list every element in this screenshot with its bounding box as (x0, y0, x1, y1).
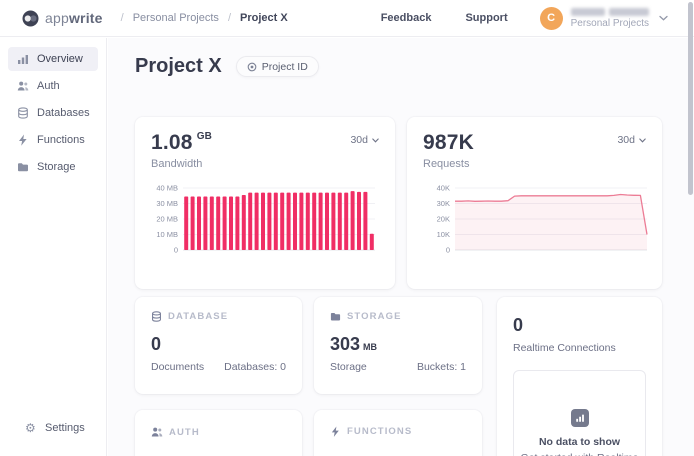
sidebar-item-storage[interactable]: Storage (8, 155, 98, 179)
requests-value: 987K (423, 131, 475, 154)
sidebar-item-auth[interactable]: Auth (8, 74, 98, 98)
appwrite-logo-icon (22, 10, 39, 26)
lightning-icon (330, 426, 341, 437)
breadcrumb-project-x[interactable]: Project X (240, 12, 288, 24)
bandwidth-label: Bandwidth (151, 158, 203, 170)
no-data-text: No data to show (538, 436, 621, 448)
realtime-connections-count: 0 (513, 315, 524, 335)
svg-text:0: 0 (446, 246, 450, 255)
storage-value: 303 (330, 334, 361, 354)
user-menu[interactable]: C Personal Projects (539, 6, 668, 30)
svg-text:40K: 40K (437, 184, 450, 193)
storage-unit: MB (363, 342, 378, 352)
svg-text:0: 0 (174, 246, 178, 255)
appwrite-logo-text: appwrite (45, 10, 103, 26)
realtime-card: 0 Realtime Connections No data to show G… (497, 297, 662, 456)
requests-label: Requests (423, 158, 470, 170)
databases-count-label: Databases: 0 (224, 361, 286, 373)
sidebar-item-label: Settings (45, 422, 85, 434)
documents-label: Documents (151, 361, 205, 373)
svg-text:10 MB: 10 MB (156, 230, 178, 239)
database-icon (17, 107, 29, 119)
appwrite-logo[interactable]: appwrite (22, 10, 103, 27)
bandwidth-unit: GB (196, 131, 213, 142)
realtime-empty-state: No data to show Get started with Realtim… (513, 370, 646, 456)
avatar: C (539, 6, 563, 30)
bandwidth-bar-chart: 0 10 MB 20 MB 30 MB 40 MB (156, 184, 375, 255)
bandwidth-card: 1.08 GB 30d Bandwidth 0 10 MB 20 MB 30 MB 40… (135, 117, 395, 289)
project-id-icon (247, 62, 257, 72)
svg-text:30 MB: 30 MB (156, 199, 178, 208)
gear-icon: ⚙ (25, 421, 36, 435)
requests-line-chart: 0 10K 20K 30K 40K (437, 184, 648, 255)
page-title: Project X (135, 55, 222, 77)
breadcrumb-separator: / (227, 12, 231, 24)
main-content: Project X Project ID 1.08 GB 30d Bandwid… (108, 38, 694, 456)
svg-text:20K: 20K (437, 215, 450, 224)
svg-text:40 MB: 40 MB (156, 184, 178, 193)
sidebar-item-overview[interactable]: Overview (8, 47, 98, 71)
scrollbar-thumb[interactable] (688, 2, 693, 195)
functions-category-label: FUNCTIONS (347, 426, 413, 437)
feedback-link[interactable]: Feedback (380, 12, 432, 24)
folder-icon (330, 311, 341, 322)
auth-card[interactable]: AUTH (135, 410, 302, 456)
sidebar-item-settings[interactable]: ⚙ Settings (16, 416, 90, 440)
header-actions: Feedback Support C Personal Projects (347, 6, 668, 30)
breadcrumb-personal-projects[interactable]: Personal Projects (132, 12, 219, 24)
svg-text:30K: 30K (437, 199, 450, 208)
functions-card[interactable]: FUNCTIONS (314, 410, 482, 456)
sidebar-item-label: Databases (37, 107, 90, 119)
user-meta: Personal Projects (570, 7, 649, 29)
database-icon (151, 311, 162, 322)
sidebar-item-functions[interactable]: Functions (8, 128, 98, 152)
database-category-label: DATABASE (168, 311, 229, 322)
buckets-count-label: Buckets: 1 (416, 361, 466, 373)
chart-icon (570, 409, 589, 427)
user-name-redacted (570, 7, 649, 16)
user-org-label: Personal Projects (570, 17, 649, 29)
bandwidth-range-dropdown[interactable]: 30d (350, 131, 379, 146)
breadcrumb-separator: / (120, 12, 124, 24)
realtime-connections-label: Realtime Connections (513, 342, 616, 354)
users-icon (151, 426, 163, 438)
chevron-down-icon (639, 137, 646, 143)
users-icon (17, 80, 29, 92)
breadcrumb: / Personal Projects / Project X (121, 12, 288, 24)
documents-count: 0 (151, 334, 162, 354)
bandwidth-value: 1.08 (151, 131, 193, 154)
requests-range-dropdown[interactable]: 30d (617, 131, 646, 146)
storage-category-label: STORAGE (347, 311, 402, 322)
page-head: Project X Project ID (135, 55, 319, 78)
storage-card[interactable]: STORAGE 303 MB Storage Buckets: 1 (314, 297, 482, 394)
scrollbar-track (687, 0, 694, 456)
sidebar-item-label: Functions (37, 134, 85, 146)
bar-chart-icon (17, 53, 29, 65)
sidebar: Overview Auth Databases Functions Storag… (0, 38, 107, 456)
requests-card: 987K 30d Requests 0 10K 20K 30K 40K (407, 117, 662, 289)
sidebar-item-databases[interactable]: Databases (8, 101, 98, 125)
project-id-badge[interactable]: Project ID (235, 56, 319, 77)
get-started-realtime-link[interactable]: Get started with Realtime (521, 452, 639, 456)
top-header: appwrite / Personal Projects / Project X… (0, 0, 694, 37)
sidebar-item-label: Auth (37, 80, 60, 92)
storage-label: Storage (330, 361, 367, 373)
auth-category-label: AUTH (169, 426, 200, 438)
support-link[interactable]: Support (465, 12, 508, 24)
chevron-down-icon (372, 137, 379, 143)
sidebar-item-label: Overview (37, 53, 83, 65)
folder-icon (17, 161, 29, 173)
database-card[interactable]: DATABASE 0 Documents Databases: 0 (135, 297, 302, 394)
chevron-down-icon (659, 15, 668, 21)
sidebar-item-label: Storage (37, 161, 76, 173)
lightning-icon (17, 134, 29, 146)
svg-text:10K: 10K (437, 230, 450, 239)
project-id-label: Project ID (261, 60, 308, 73)
svg-text:20 MB: 20 MB (156, 215, 178, 224)
